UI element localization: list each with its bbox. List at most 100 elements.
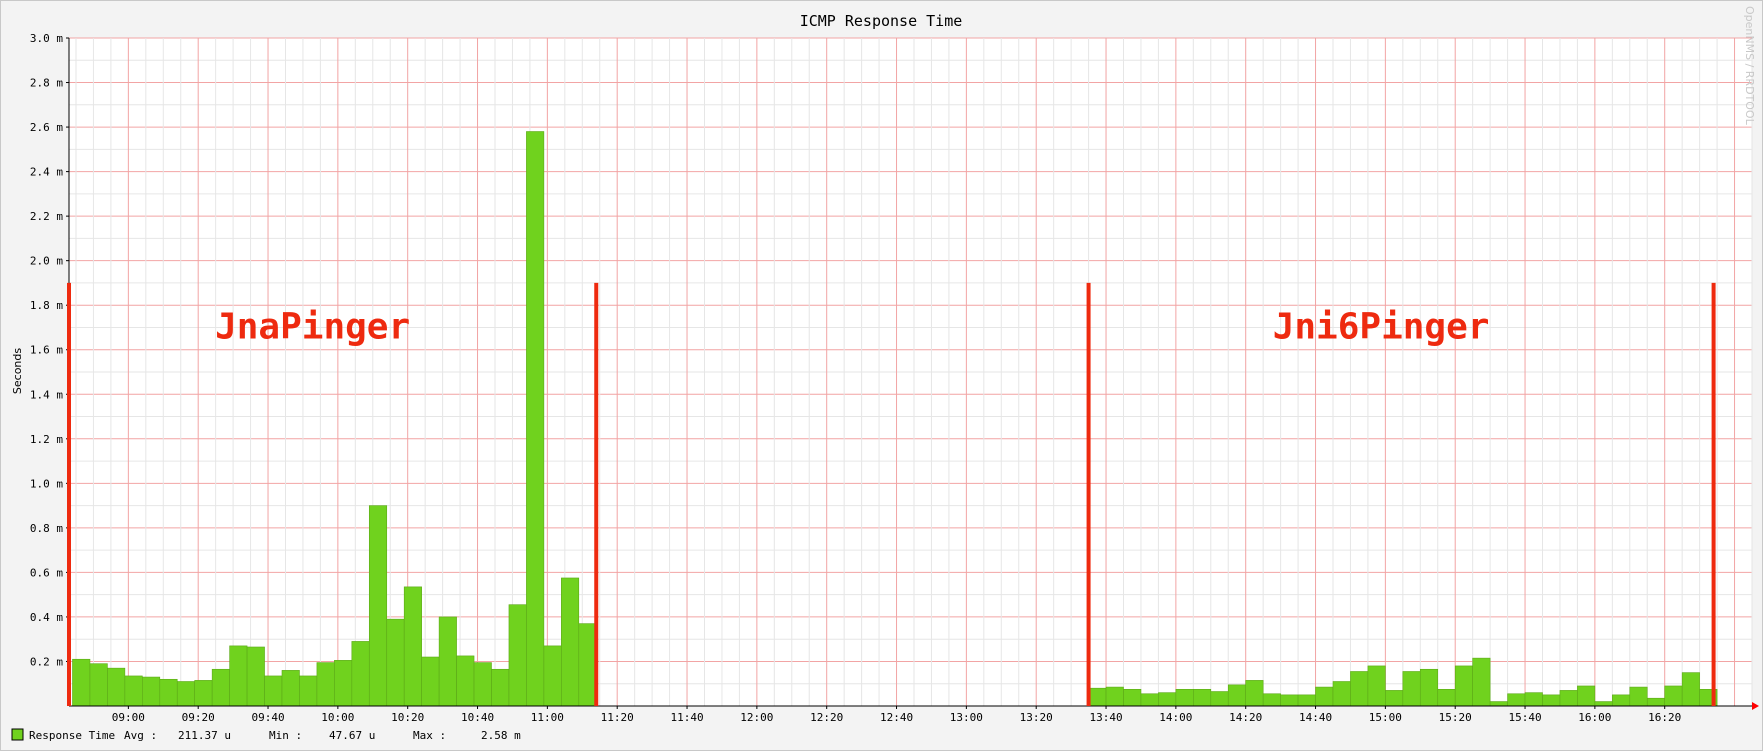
bar (299, 675, 318, 707)
x-tick-label: 09:00 (112, 711, 145, 724)
y-tick-label: 0.2 m (30, 655, 63, 668)
x-tick-label: 11:00 (531, 711, 564, 724)
y-tick-label: 2.8 m (30, 77, 63, 90)
bar (543, 645, 562, 707)
bar (1507, 693, 1526, 707)
bar (473, 662, 492, 707)
bar (281, 670, 300, 707)
bar (211, 668, 230, 707)
bar (89, 663, 108, 707)
legend-min-label: Min : (269, 729, 302, 742)
bar (578, 623, 597, 707)
bar (1681, 672, 1700, 707)
y-tick-label: 0.4 m (30, 611, 63, 624)
y-axis-label: Seconds (11, 348, 24, 394)
bar (351, 641, 370, 707)
watermark: OpenNMS / RRDTOOL (1743, 6, 1756, 126)
x-tick-label: 11:20 (601, 711, 634, 724)
x-tick-label: 09:20 (182, 711, 215, 724)
bar (508, 604, 527, 707)
x-tick-label: 09:40 (251, 711, 284, 724)
bar (1542, 694, 1561, 707)
y-tick-label: 3.0 m (30, 32, 63, 45)
annotation-label: JnaPinger (215, 307, 410, 348)
bar (561, 577, 580, 707)
bar (526, 131, 545, 707)
bar (1262, 693, 1281, 707)
bar (1332, 681, 1351, 707)
bar (1489, 701, 1508, 707)
bar (124, 675, 143, 707)
bar (421, 656, 440, 707)
bar (1123, 688, 1142, 707)
annotation-label: Jni6Pinger (1273, 307, 1490, 348)
x-tick-label: 15:40 (1508, 711, 1541, 724)
bar (1297, 694, 1316, 707)
legend-avg-label: Avg : (124, 729, 157, 742)
bar (386, 618, 405, 707)
x-tick-label: 10:00 (321, 711, 354, 724)
bar (403, 586, 422, 707)
annotations: JnaPinger Jni6Pinger (67, 282, 1716, 706)
bar (1210, 691, 1229, 707)
y-tick-label: 2.4 m (30, 166, 63, 179)
bar (107, 667, 126, 707)
bar (246, 646, 265, 707)
chart-title: ICMP Response Time (800, 12, 963, 30)
legend-max-value: 2.58 m (481, 729, 521, 742)
x-tick-labels: 09:00 09:20 09:40 10:00 10:20 10:40 11:00 11:20… (112, 706, 1681, 724)
bar (438, 616, 457, 707)
bar (264, 675, 283, 707)
x-tick-label: 12:00 (740, 711, 773, 724)
bar (1350, 671, 1369, 707)
bar (142, 676, 161, 707)
y-tick-label: 1.0 m (30, 477, 63, 490)
bar (1158, 692, 1177, 707)
x-tick-label: 11:40 (670, 711, 703, 724)
x-tick-label: 10:20 (391, 711, 424, 724)
bar (1454, 665, 1473, 707)
bar (176, 681, 196, 707)
bar (491, 668, 510, 707)
y-tick-label: 1.6 m (30, 344, 63, 357)
bar (194, 680, 213, 707)
x-tick-label: 13:40 (1089, 711, 1122, 724)
y-tick-label: 1.2 m (30, 433, 63, 446)
bar (1559, 690, 1578, 707)
bar (1385, 690, 1404, 707)
bar (1629, 686, 1648, 707)
bar (316, 662, 335, 707)
x-tick-label: 13:20 (1020, 711, 1053, 724)
x-tick-label: 12:40 (880, 711, 913, 724)
bar (1245, 680, 1264, 707)
y-tick-label: 0.8 m (30, 522, 63, 535)
x-axis-arrow (1752, 702, 1759, 710)
legend-swatch (11, 728, 24, 741)
y-tick-label: 1.8 m (30, 299, 63, 312)
x-tick-label: 15:00 (1369, 711, 1402, 724)
y-tick-label: 2.2 m (30, 210, 63, 223)
bar (159, 678, 178, 707)
x-tick-label: 10:40 (461, 711, 494, 724)
legend-series-name: Response Time (29, 729, 115, 742)
bar (229, 645, 248, 707)
bar (1105, 686, 1124, 707)
grid-lines (69, 37, 1753, 706)
bar (1367, 665, 1386, 707)
bar (1315, 686, 1334, 707)
x-tick-label: 13:00 (950, 711, 983, 724)
y-tick-label: 1.4 m (30, 388, 63, 401)
bar (334, 660, 353, 707)
bar (1175, 688, 1194, 707)
bar (1612, 694, 1631, 707)
bar (1664, 685, 1683, 707)
bar (1577, 685, 1596, 707)
y-tick-label: 2.0 m (30, 255, 63, 268)
bar (1437, 688, 1456, 707)
bar (1088, 687, 1107, 707)
bar (72, 658, 91, 707)
x-tick-label: 14:40 (1299, 711, 1332, 724)
y-tick-labels: 0.2 m 0.4 m 0.6 m 0.8 m 1.0 m 1.2 m 1.4 m 1.6 m… (30, 32, 69, 668)
x-tick-label: 16:20 (1648, 711, 1681, 724)
